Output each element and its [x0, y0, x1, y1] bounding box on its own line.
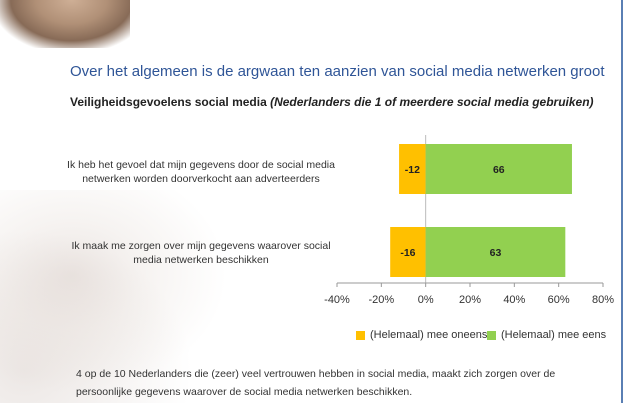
portrait-photo-faded: [0, 190, 240, 403]
x-tick-label-4: 40%: [503, 294, 525, 306]
x-tick-label-0: -40%: [324, 294, 350, 306]
x-tick-label-3: 20%: [459, 294, 481, 306]
legend-swatch-positive: [487, 330, 496, 340]
legend-label-negative: (Helemaal) mee oneens: [370, 329, 488, 341]
diverging-bar-chart: -12 -16 66 63 -40% -20% 0% 20% 40% 60% 80%: [324, 135, 614, 306]
legend-label-positive: (Helemaal) mee eens: [501, 329, 607, 341]
data-label-negative-1: -12: [405, 164, 420, 176]
x-tick-label-6: 80%: [592, 294, 614, 306]
data-label-positive-2: 63: [490, 247, 502, 259]
legend-swatch-negative: [356, 330, 365, 340]
x-tick-label-5: 60%: [548, 294, 570, 306]
page-border-rule: [621, 0, 623, 403]
bar-positive-1: [425, 144, 572, 194]
legend-item-positive: (Helemaal) mee eens: [487, 329, 606, 341]
data-label-negative-2: -16: [400, 247, 415, 259]
category-label-1: Ik heb het gevoel dat mijn gegevens door…: [67, 159, 335, 185]
chart-subtitle: Veiligheidsgevoelens social media (Neder…: [70, 95, 610, 109]
subtitle-note: (Nederlanders die 1 of meerdere social m…: [270, 95, 594, 109]
x-tick-label-1: -20%: [368, 294, 394, 306]
footnote-text: 4 op de 10 Nederlanders die (zeer) veel …: [76, 368, 556, 398]
page-headline: Over het algemeen is de argwaan ten aanz…: [70, 63, 605, 80]
portrait-photo-top: [0, 0, 130, 48]
legend-item-negative: (Helemaal) mee oneens: [356, 329, 487, 341]
category-label-2: Ik maak me zorgen over mijn gegevens waa…: [71, 240, 331, 266]
x-tick-label-2: 0%: [418, 294, 434, 306]
bar-negative-1: [399, 144, 426, 194]
bar-positive-2: [425, 227, 566, 277]
data-label-positive-1: 66: [493, 164, 505, 176]
bar-negative-2: [390, 227, 426, 277]
subtitle-main: Veiligheidsgevoelens social media: [70, 95, 271, 109]
